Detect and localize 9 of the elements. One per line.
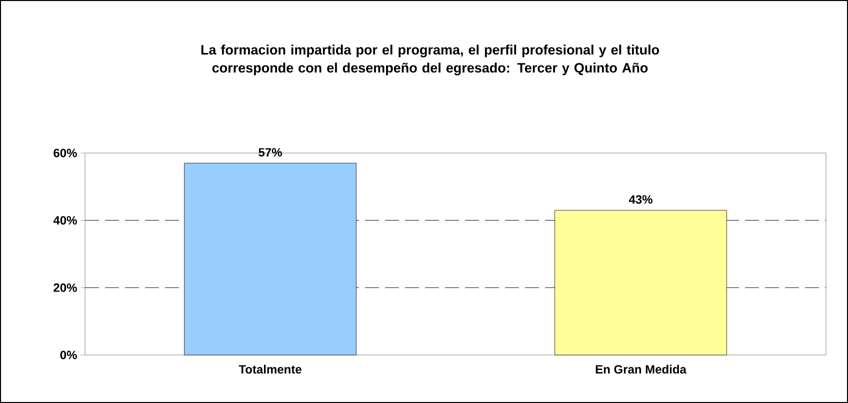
y-tick-label: 20%: [54, 283, 77, 292]
y-tick-label: 0%: [60, 350, 77, 360]
y-tick-label: 60%: [54, 148, 77, 158]
x-tick-label: Totalmente: [238, 364, 302, 374]
data-label: 57%: [258, 148, 282, 157]
y-tick-label: 40%: [53, 216, 77, 225]
x-tick-label: En Gran Medida: [596, 364, 687, 374]
chart-title: La formacion impartida por el programa, el perfil profesional y el titulo corresponde con el desempeño del egresado: Tercer y Quinto Año: [201, 44, 660, 76]
data-label: 43%: [628, 195, 652, 204]
